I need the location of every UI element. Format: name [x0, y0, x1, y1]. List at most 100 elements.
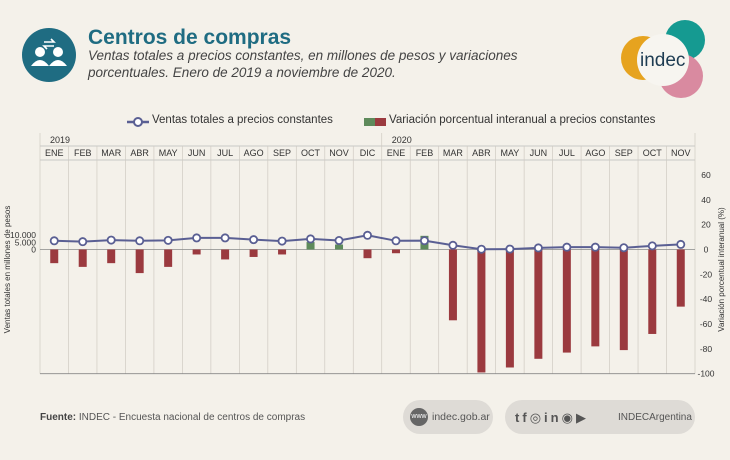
bar-variacion — [107, 249, 116, 264]
year-label: 2020 — [392, 135, 412, 145]
chart-legend: Ventas totales a precios constantes Vari… — [0, 114, 730, 132]
bar-variacion — [391, 249, 400, 254]
y2-tick-label: 20 — [701, 220, 711, 230]
bar-variacion — [278, 249, 287, 255]
year-label: 2019 — [50, 135, 70, 145]
point-ventas — [562, 242, 572, 252]
twitter-icon[interactable]: t — [515, 410, 523, 425]
legend-bar-marker — [364, 118, 386, 126]
y-tick-label: 0 — [31, 245, 36, 255]
social-pill — [505, 400, 695, 434]
x-tick-label: FEB — [74, 148, 92, 158]
x-tick-label: NOV — [329, 148, 349, 158]
x-tick-label: DIC — [360, 148, 376, 158]
point-ventas — [277, 236, 287, 246]
y2-tick-label: -60 — [700, 319, 713, 329]
bar-variacion — [591, 249, 600, 347]
y2-tick-label: 0 — [704, 245, 709, 255]
bar-variacion — [135, 249, 144, 274]
header: Centros de compras Ventas totales a prec… — [0, 0, 730, 100]
social-icons: tf◎in◉▶ — [515, 410, 589, 426]
x-tick-label: SEP — [615, 148, 633, 158]
instagram-icon[interactable]: ◎ — [529, 410, 545, 425]
bar-variacion — [50, 249, 59, 264]
x-tick-label: ABR — [130, 148, 149, 158]
y2-tick-label: -40 — [700, 294, 713, 304]
bar-variacion — [306, 242, 315, 250]
point-ventas — [49, 236, 59, 246]
point-ventas — [249, 235, 259, 245]
x-tick-label: JUL — [559, 148, 575, 158]
y2-axis-label: Variación porcentual interanual (%) — [717, 207, 726, 332]
point-ventas — [505, 244, 515, 254]
x-tick-label: MAR — [443, 148, 464, 158]
spotify-icon[interactable]: ◉ — [561, 410, 576, 425]
legend-label-ventas: Ventas totales a precios constantes — [152, 114, 333, 126]
bar-variacion — [676, 249, 685, 307]
x-tick-label: ENE — [45, 148, 64, 158]
x-tick-label: OCT — [643, 148, 663, 158]
point-ventas — [163, 235, 173, 245]
x-tick-label: JUN — [530, 148, 548, 158]
point-ventas — [619, 243, 629, 253]
point-ventas — [362, 230, 372, 240]
bar-variacion — [562, 249, 571, 353]
logo-text: indec — [640, 50, 686, 71]
legend-line-marker — [127, 117, 149, 127]
linkedin-icon[interactable]: in — [544, 410, 562, 425]
x-tick-label: AGO — [244, 148, 264, 158]
x-tick-label: AGO — [585, 148, 605, 158]
x-tick-label: ENE — [387, 148, 406, 158]
bar-variacion — [78, 249, 87, 267]
page-title: Centros de compras — [88, 26, 292, 49]
point-ventas — [419, 236, 429, 246]
x-tick-label: MAY — [159, 148, 178, 158]
source-note: Fuente: INDEC - Encuesta nacional de cen… — [40, 412, 305, 423]
globe-icon: www — [410, 408, 428, 426]
bar-variacion — [249, 249, 258, 257]
point-ventas — [676, 239, 686, 249]
point-ventas — [647, 241, 657, 251]
bar-variacion — [221, 249, 230, 260]
social-handle[interactable]: INDECArgentina — [618, 412, 692, 423]
point-ventas — [135, 236, 145, 246]
y2-tick-label: -80 — [700, 344, 713, 354]
bar-variacion — [363, 249, 372, 259]
facebook-icon[interactable]: f — [522, 410, 530, 425]
chart-plot: 2019 2020 ENE FEB MAR ABR MAY JUN JUL AGO SEP OCT NO… — [3, 133, 726, 379]
bar-variacion — [164, 249, 173, 267]
x-tick-label: MAR — [101, 148, 122, 158]
point-ventas — [106, 235, 116, 245]
x-tick-label: ABR — [472, 148, 491, 158]
point-ventas — [448, 240, 458, 250]
indec-logo — [621, 20, 705, 98]
point-ventas — [533, 243, 543, 253]
bar-variacion — [619, 249, 628, 351]
bar-variacion — [534, 249, 543, 359]
bar-variacion — [477, 249, 486, 373]
y-tick-label: 5.000 — [15, 237, 37, 247]
y2-tick-label: -100 — [697, 369, 714, 379]
point-ventas — [334, 236, 344, 246]
x-tick-label: OCT — [301, 148, 321, 158]
point-ventas — [476, 244, 486, 254]
bar-variacion — [335, 244, 344, 250]
point-ventas — [306, 234, 316, 244]
x-tick-label: NOV — [671, 148, 691, 158]
point-ventas — [220, 233, 230, 243]
point-ventas — [590, 242, 600, 252]
y-tick-label: 10.000 — [10, 230, 36, 240]
source-text: INDEC - Encuesta nacional de centros de … — [78, 412, 306, 423]
point-ventas — [78, 237, 88, 247]
y-axis-label: Ventas totales en millones de pesos — [3, 206, 12, 334]
website-link[interactable]: indec.gob.ar — [432, 411, 490, 423]
x-tick-label: JUN — [188, 148, 206, 158]
youtube-icon[interactable]: ▶ — [575, 410, 589, 425]
point-ventas — [391, 236, 401, 246]
y2-tick-label: -20 — [700, 269, 713, 279]
people-exchange-icon — [22, 28, 76, 82]
source-label: Fuente: — [40, 412, 77, 423]
x-tick-label: MAY — [500, 148, 519, 158]
y2-tick-label: 40 — [701, 195, 711, 205]
legend-label-variacion: Variación porcentual interanual a precio… — [389, 114, 656, 126]
